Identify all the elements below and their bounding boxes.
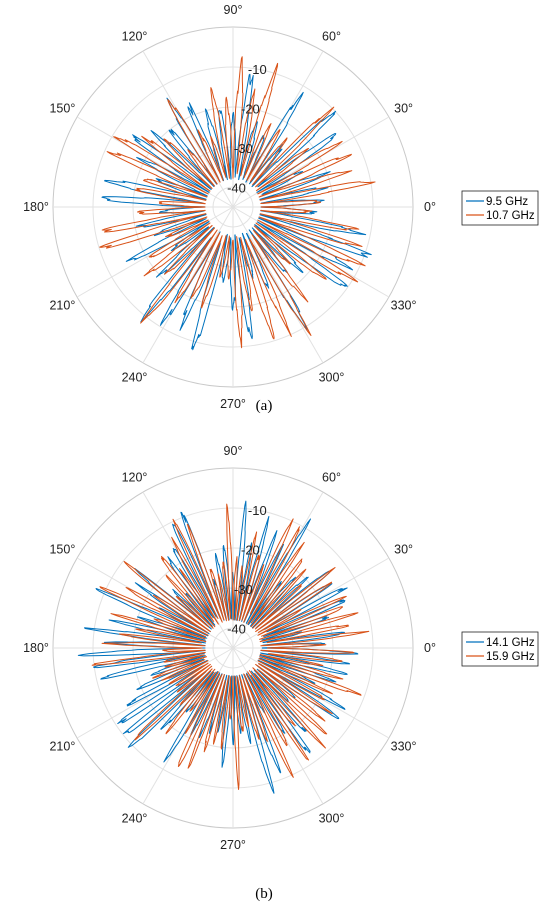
radial-tick-label: -30 [234,141,253,156]
angle-tick-label: 240° [122,371,148,385]
angle-tick-label: 0° [424,200,436,214]
grid-spoke [142,50,234,208]
angle-tick-label: 150° [49,102,75,116]
angle-tick-label: 60° [322,470,341,484]
grid-spoke [142,647,234,805]
angle-tick-labels: 0° 30° 60° 90° 120° 150° 180° 210° 240° 270° 300° 3… [23,444,436,852]
polar-chart-b: 0° 30° 60° 90° 120° 150° 180° 210° 240° 270° 300° 3… [23,444,539,852]
caption-a: (a) [256,398,273,414]
angle-tick-label: 330° [391,740,417,754]
legend: 9.5 GHz 10.7 GHz [461,190,539,226]
radial-tick-label: -20 [241,543,260,558]
grid-spoke [232,116,390,208]
radial-tick-label: -40 [227,621,246,636]
legend-label: 14.1 GHz [486,637,535,649]
angle-tick-label: 60° [322,29,341,43]
legend-label: 10.7 GHz [486,210,535,222]
legend-box [461,190,539,226]
series-line-1 [77,500,359,794]
angle-tick-label: 300° [319,812,345,826]
angle-tick-label: 210° [49,740,75,754]
series-layer [77,500,370,794]
angle-tick-label: 330° [391,299,417,313]
angle-tick-label: 120° [122,29,148,43]
angle-tick-label: 90° [224,3,243,17]
polar-grid [52,26,414,388]
series-layer [99,56,376,351]
grid-spoke [232,557,390,649]
angle-tick-label: 180° [23,641,49,655]
angle-tick-label: 270° [220,397,246,411]
grid-spoke [232,206,390,298]
radial-tick-label: -20 [241,102,260,117]
grid-spoke [232,206,324,364]
series-line-2 [99,56,376,349]
grid-spoke [76,116,234,208]
radial-tick-labels: -40 -30 -20 -10 [227,503,267,636]
angle-tick-label: 150° [49,543,75,557]
radial-tick-label: -40 [227,180,246,195]
radial-tick-labels: -40 -30 -20 -10 [227,62,267,195]
angle-tick-label: 30° [394,543,413,557]
grid-spoke [142,206,234,364]
radial-tick-label: -30 [234,582,253,597]
grid-spoke [76,647,234,739]
angle-tick-label: 0° [424,641,436,655]
legend-label: 9.5 GHz [486,196,528,208]
angle-tick-label: 240° [122,812,148,826]
grid-spoke [232,50,324,208]
angle-tick-label: 210° [49,299,75,313]
angle-tick-label: 270° [220,838,246,852]
legend: 14.1 GHz 15.9 GHz [461,631,539,667]
angle-tick-label: 90° [224,444,243,458]
polar-chart-a: 0° 30° 60° 90° 120° 150° 180° 210° 240° 270° 300° 3… [23,3,539,411]
series-line-2 [91,503,370,790]
angle-tick-label: 30° [394,102,413,116]
radial-tick-label: -10 [248,503,267,518]
caption-b: (b) [255,886,273,902]
radial-tick-label: -10 [248,62,267,77]
angle-tick-label: 300° [319,371,345,385]
legend-label: 15.9 GHz [486,651,535,663]
grid-spoke [232,491,324,649]
angle-tick-label: 180° [23,200,49,214]
legend-box [461,631,539,667]
angle-tick-labels: 0° 30° 60° 90° 120° 150° 180° 210° 240° 270° 300° 3… [23,3,436,411]
angle-tick-label: 120° [122,470,148,484]
polar-grid [52,467,414,829]
